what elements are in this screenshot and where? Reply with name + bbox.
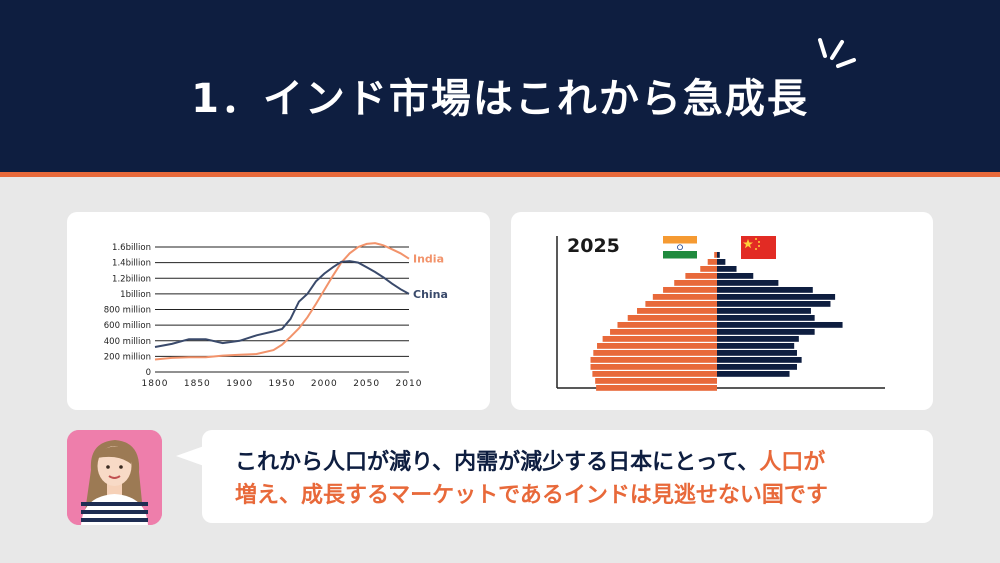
china-bar bbox=[717, 280, 779, 286]
china-bar bbox=[717, 364, 797, 370]
india-bar bbox=[590, 357, 717, 363]
speech-line-2: 増え、成長するマーケットであるインドは見逃せない国です bbox=[235, 483, 828, 508]
china-bar bbox=[717, 252, 720, 258]
china-bar bbox=[717, 287, 813, 293]
india-bar bbox=[596, 385, 717, 391]
india-bar bbox=[674, 280, 717, 286]
series-line-china bbox=[154, 260, 410, 348]
india-bar bbox=[627, 315, 717, 321]
speech-line-1: これから人口が減り、内需が減少する日本にとって、人口が bbox=[235, 446, 925, 479]
india-flag-icon bbox=[663, 236, 697, 259]
india-bar bbox=[652, 294, 717, 300]
india-bar bbox=[645, 301, 717, 307]
header-banner bbox=[0, 0, 1000, 172]
sparkle-icon bbox=[818, 38, 856, 68]
india-bar bbox=[597, 343, 717, 349]
x-tick-label: 2000 bbox=[311, 379, 338, 389]
x-tick-label: 1950 bbox=[269, 379, 296, 389]
china-bar bbox=[717, 343, 795, 349]
india-bar bbox=[707, 259, 717, 265]
woman-avatar-icon bbox=[67, 430, 162, 525]
population-chart-card: 0 200 million 400 million 600 million 800 mi… bbox=[67, 212, 490, 410]
y-tick-label: 1.4billion bbox=[112, 259, 151, 269]
china-bar bbox=[717, 259, 726, 265]
china-bar bbox=[717, 294, 836, 300]
y-tick-label: 200 million bbox=[104, 352, 151, 362]
y-tick-label: 1billion bbox=[120, 290, 151, 300]
series-label-india: India bbox=[413, 253, 444, 266]
china-bar bbox=[717, 357, 802, 363]
pyramid-year-label: 2025 bbox=[567, 235, 620, 257]
china-bar bbox=[717, 301, 831, 307]
y-tick-label: 1.6billion bbox=[112, 243, 151, 253]
y-tick-label: 0 bbox=[146, 368, 151, 378]
india-bar bbox=[685, 273, 717, 279]
china-bar bbox=[717, 315, 815, 321]
series-label-china: China bbox=[413, 288, 448, 301]
population-pyramid-chart: 2025 bbox=[556, 235, 885, 391]
china-bar bbox=[717, 273, 754, 279]
x-tick-label: 2050 bbox=[353, 379, 380, 389]
india-bar bbox=[700, 266, 717, 272]
india-bar bbox=[590, 364, 717, 370]
china-bar bbox=[717, 371, 790, 377]
india-bar bbox=[617, 322, 717, 328]
speech-line-1-highlight: 人口が bbox=[759, 450, 826, 475]
india-bar bbox=[714, 252, 717, 258]
speech-bubble bbox=[202, 430, 933, 523]
india-bar bbox=[595, 378, 717, 384]
speech-line-1-main: これから人口が減り、内需が減少する日本にとって、 bbox=[235, 450, 760, 475]
china-bar bbox=[717, 350, 797, 356]
china-bar bbox=[717, 336, 799, 342]
y-tick-label: 600 million bbox=[104, 321, 151, 331]
china-bar bbox=[717, 266, 737, 272]
y-tick-label: 800 million bbox=[104, 306, 151, 316]
china-bar bbox=[717, 329, 815, 335]
series-line-india bbox=[154, 242, 410, 361]
india-bar bbox=[592, 371, 717, 377]
page-title: 1．インド市場はこれから急成長 bbox=[191, 76, 809, 122]
x-tick-label: 1800 bbox=[142, 379, 169, 389]
avatar bbox=[67, 430, 162, 525]
speech-text: これから人口が減り、内需が減少する日本にとって、人口が 増え、成長するマーケット… bbox=[235, 446, 925, 512]
population-line-chart: 0 200 million 400 million 600 million 800 mi… bbox=[104, 242, 448, 389]
header-divider bbox=[0, 172, 1000, 177]
india-bar bbox=[602, 336, 717, 342]
x-tick-label: 1850 bbox=[184, 379, 211, 389]
india-bar bbox=[637, 308, 717, 314]
china-bar bbox=[717, 322, 843, 328]
population-pyramid-card: 2025 bbox=[511, 212, 933, 410]
india-bar bbox=[663, 287, 717, 293]
china-bar bbox=[717, 308, 811, 314]
y-tick-label: 1.2billion bbox=[112, 274, 151, 284]
china-flag-icon bbox=[741, 236, 776, 259]
speech-bubble-tail bbox=[176, 446, 204, 466]
x-tick-label: 2010 bbox=[396, 379, 423, 389]
x-tick-label: 1900 bbox=[226, 379, 253, 389]
india-bar bbox=[610, 329, 717, 335]
india-bar bbox=[593, 350, 717, 356]
y-tick-label: 400 million bbox=[104, 337, 151, 347]
